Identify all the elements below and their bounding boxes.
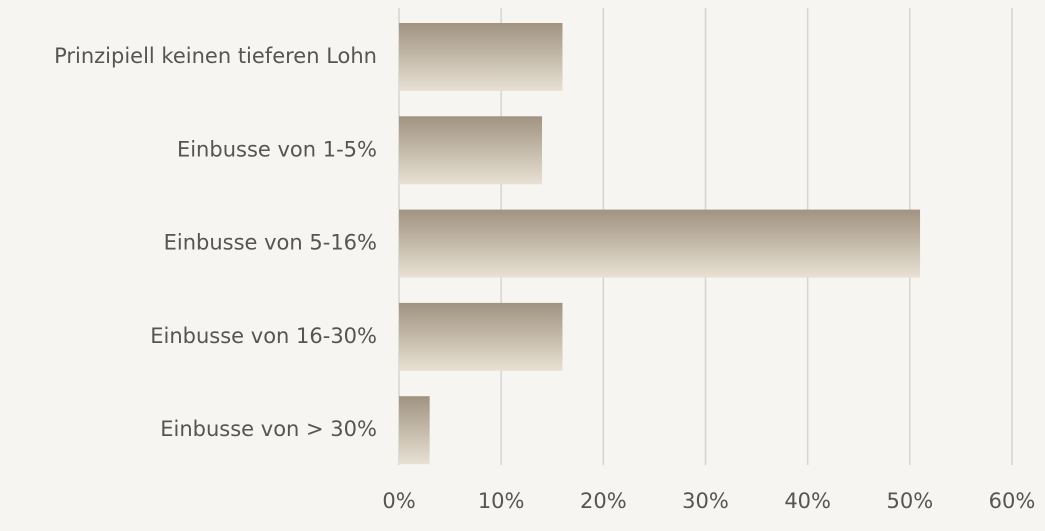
x-tick-label: 0%	[382, 489, 415, 513]
y-tick-label: Einbusse von 16-30%	[150, 324, 377, 348]
x-tick-label: 10%	[478, 489, 525, 513]
x-tick-label: 60%	[989, 489, 1036, 513]
x-tick-label: 30%	[682, 489, 729, 513]
y-tick-label: Einbusse von 1-5%	[177, 137, 377, 161]
bar	[399, 116, 543, 185]
x-tick-label: 40%	[784, 489, 831, 513]
y-tick-label: Einbusse von 5-16%	[164, 231, 377, 255]
bar	[399, 209, 921, 278]
bar	[399, 302, 563, 371]
x-tick-label: 50%	[886, 489, 933, 513]
y-tick-label: Einbusse von > 30%	[160, 417, 377, 441]
bar	[399, 23, 563, 91]
x-tick-label: 20%	[580, 489, 627, 513]
bar	[399, 396, 430, 465]
y-tick-label: Prinzipiell keinen tieferen Lohn	[54, 44, 377, 68]
